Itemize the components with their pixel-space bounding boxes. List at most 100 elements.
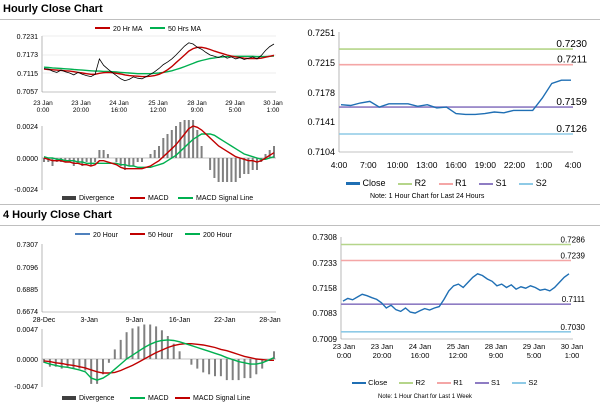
legend-label-s1: S1 bbox=[495, 178, 507, 188]
legend-swatch-s2 bbox=[519, 182, 534, 185]
hourly-price-legend: 20 Hr MA 50 Hrs MA bbox=[95, 26, 201, 33]
legend-label-r2: R2 bbox=[415, 378, 426, 387]
divergence-bar bbox=[256, 158, 258, 170]
y-tick-label: 0.0000 bbox=[17, 156, 39, 163]
divergence-bar bbox=[125, 332, 128, 359]
divergence-bar bbox=[48, 359, 51, 367]
level-label-r1: 0.7239 bbox=[561, 252, 586, 261]
divergence-bar bbox=[172, 343, 175, 359]
divergence-bar bbox=[158, 146, 160, 158]
y-tick-label: 0.7009 bbox=[313, 335, 338, 344]
divergence-bar bbox=[225, 359, 228, 381]
y-tick-label: 0.7115 bbox=[17, 71, 38, 78]
legend-label-20-hour: 20 Hour bbox=[93, 232, 119, 239]
x-tick-label: 10:00 bbox=[387, 160, 409, 170]
x-tick-label: 30 Jan 1:00 bbox=[560, 342, 584, 360]
series-close bbox=[342, 273, 570, 314]
divergence-bar bbox=[217, 158, 220, 182]
series-macd bbox=[43, 339, 275, 381]
four-hourly-price-legend: 20 Hour 50 Hour 200 Hour bbox=[75, 232, 232, 239]
x-tick-label: 4:00 bbox=[565, 160, 582, 170]
divergence-bar bbox=[209, 158, 212, 170]
hourly-levels-legend: Close R2 R1 S1 S2 bbox=[346, 178, 596, 190]
y-tick-label: 0.6674 bbox=[17, 309, 39, 316]
divergence-bar bbox=[43, 158, 45, 162]
x-tick-label: 13:00 bbox=[416, 160, 438, 170]
x-tick-label: 23 Jan 20:00 bbox=[71, 100, 91, 114]
y-tick-label: 0.7057 bbox=[17, 89, 39, 96]
y-tick-label: -0.0024 bbox=[14, 187, 38, 194]
x-tick-label: 28-Jan bbox=[259, 317, 281, 324]
x-tick-label: 25 Jan 12:00 bbox=[446, 342, 470, 360]
divergence-bar bbox=[183, 120, 186, 158]
x-tick-label: 16:00 bbox=[445, 160, 467, 170]
hourly-macd-chart: 0.0024 0.0000 -0.0024 Divergence MACD MA… bbox=[14, 120, 276, 202]
y-tick-label: 0.0047 bbox=[17, 327, 39, 334]
divergence-bar bbox=[66, 359, 69, 367]
divergence-bar bbox=[98, 150, 101, 158]
x-tick-label: 9-Jan bbox=[126, 317, 144, 324]
divergence-bar bbox=[219, 359, 222, 377]
divergence-bar bbox=[162, 138, 165, 158]
x-tick-label: 1:00 bbox=[536, 160, 553, 170]
divergence-bar bbox=[149, 324, 152, 359]
legend-swatch-s2 bbox=[512, 382, 527, 385]
hourly-macd-legend: Divergence MACD MACD Signal Line bbox=[62, 195, 253, 202]
divergence-bar bbox=[196, 359, 199, 369]
divergence-bar bbox=[231, 359, 234, 381]
divergence-bar bbox=[273, 146, 275, 158]
y-tick-label: 0.7096 bbox=[17, 265, 39, 272]
y-tick-label: 0.7178 bbox=[307, 88, 335, 98]
divergence-bar bbox=[131, 328, 134, 359]
y-tick-label: 0.7233 bbox=[313, 259, 338, 268]
divergence-bar bbox=[243, 158, 246, 174]
hourly-note: Note: 1 Hour Chart for Last 24 Hours bbox=[370, 193, 485, 200]
divergence-bar bbox=[170, 130, 173, 158]
legend-swatch-r2 bbox=[398, 182, 413, 185]
divergence-bar bbox=[175, 126, 177, 158]
divergence-bar bbox=[160, 330, 163, 359]
divergence-bar bbox=[249, 359, 252, 379]
legend-swatch-s1 bbox=[474, 382, 489, 385]
legend-swatch-close bbox=[352, 382, 366, 385]
y-tick-label: 0.7104 bbox=[307, 147, 335, 157]
series-20hr-ma bbox=[43, 46, 275, 78]
x-tick-label: 7:00 bbox=[360, 160, 377, 170]
y-tick-label: 0.7141 bbox=[307, 117, 335, 127]
y-tick-label: 0.7158 bbox=[313, 284, 338, 293]
divergence-bar bbox=[84, 359, 87, 371]
four-hourly-section-title: 4 Hourly Close Chart bbox=[3, 209, 112, 221]
divergence-bar bbox=[72, 158, 75, 166]
divergence-bar bbox=[102, 359, 104, 375]
x-tick-label: 4:00 bbox=[331, 160, 348, 170]
legend-swatch-r2 bbox=[399, 382, 414, 385]
divergence-bar bbox=[85, 158, 88, 162]
divergence-bar bbox=[261, 359, 264, 369]
x-tick-label: 29 Jan 5:00 bbox=[225, 100, 245, 114]
divergence-bar bbox=[77, 158, 80, 162]
y-tick-label: 0.7083 bbox=[313, 309, 338, 318]
legend-label-divergence: Divergence bbox=[79, 395, 115, 402]
series-macd-signal bbox=[43, 133, 275, 168]
divergence-bar bbox=[136, 158, 139, 162]
legend-label-s2: S2 bbox=[535, 178, 547, 188]
four-hourly-levels-x-ticks: 23 Jan 0:00 23 Jan 20:00 24 Jan 16:00 25 Ja… bbox=[320, 342, 600, 362]
legend-label-r2: R2 bbox=[414, 178, 427, 188]
y-tick-label: 0.6885 bbox=[17, 287, 39, 294]
divergence-bar bbox=[137, 326, 140, 359]
series-close bbox=[340, 79, 571, 116]
legend-swatch-divergence bbox=[62, 196, 76, 200]
y-tick-label: 0.7307 bbox=[17, 242, 39, 249]
legend-swatch-s1 bbox=[479, 182, 494, 185]
y-tick-label: -0.0047 bbox=[14, 384, 38, 391]
x-tick-label: 22-Jan bbox=[214, 317, 236, 324]
x-tick-label: 22:00 bbox=[504, 160, 526, 170]
legend-label-20hr-ma: 20 Hr MA bbox=[113, 26, 143, 33]
divergence-bar bbox=[78, 359, 81, 369]
divergence-bar bbox=[226, 158, 229, 182]
divergence-bar bbox=[178, 351, 181, 359]
divergence-bar bbox=[234, 158, 237, 182]
divergence-bar bbox=[89, 158, 92, 166]
divergence-bar bbox=[153, 150, 156, 158]
divergence-bar bbox=[143, 324, 146, 359]
